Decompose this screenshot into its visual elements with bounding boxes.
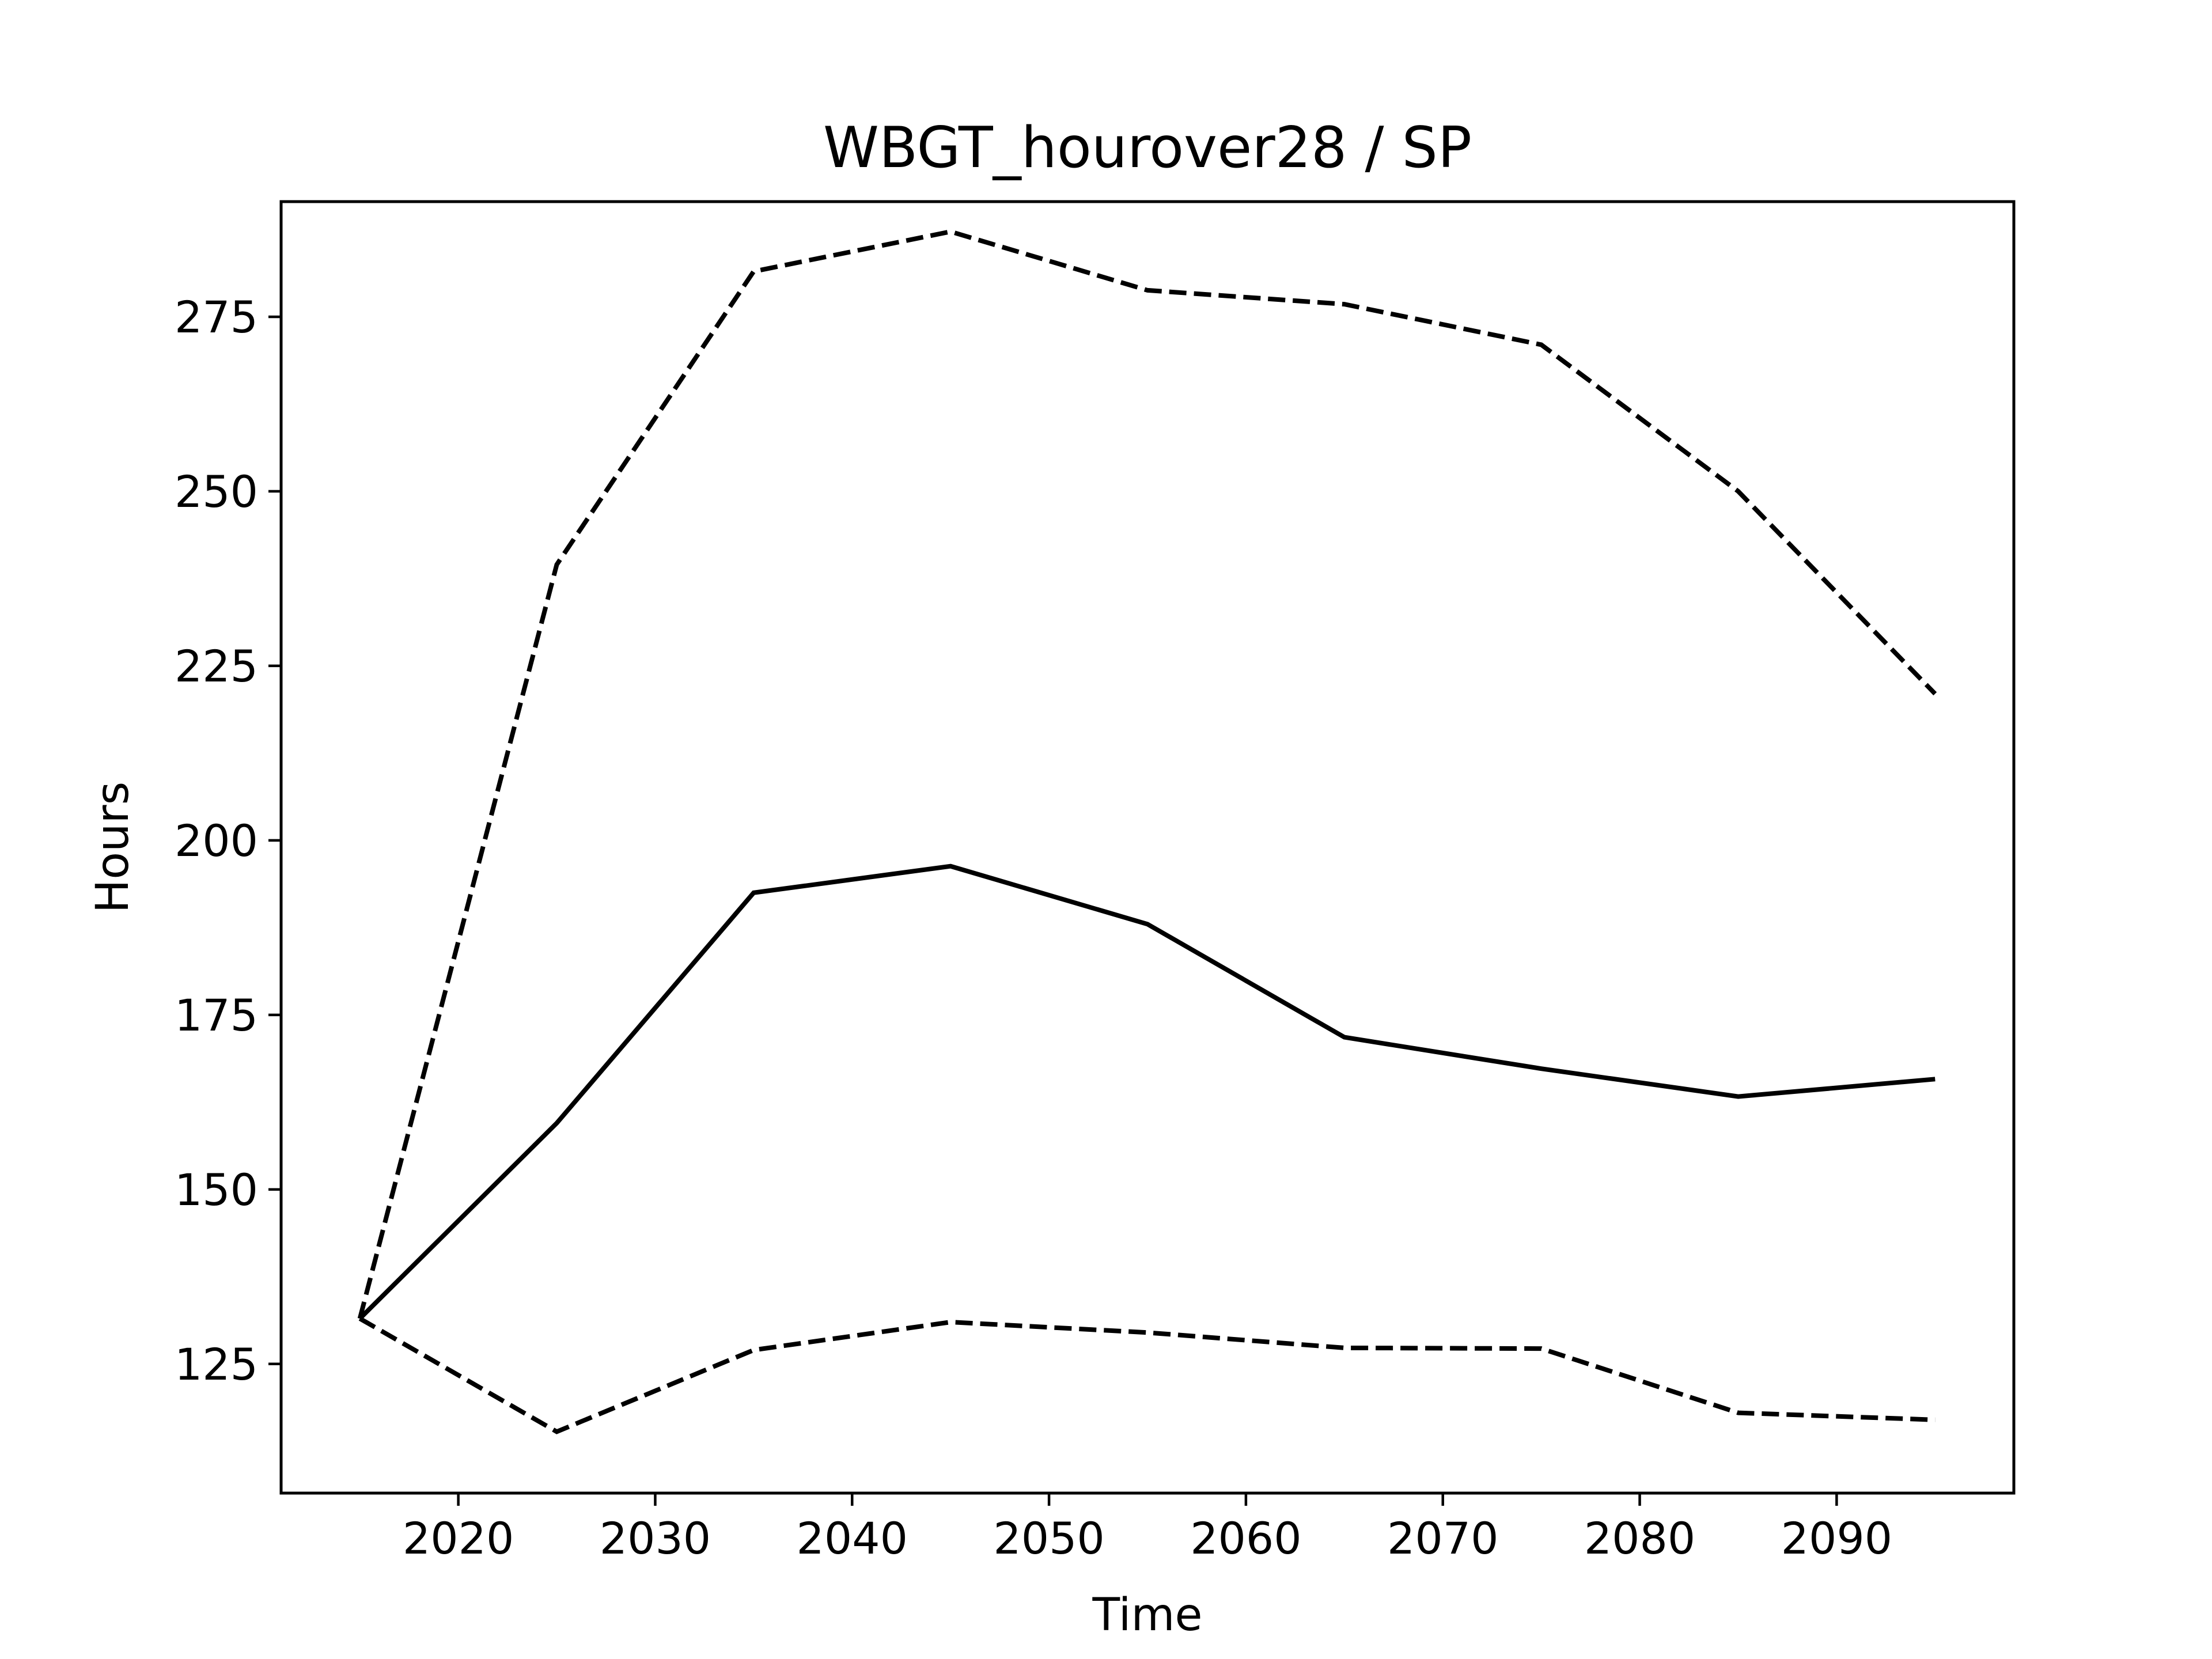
y-tick-label: 150 [175,1164,258,1215]
x-tick-label: 2050 [993,1513,1104,1564]
x-tick-label: 2060 [1190,1513,1301,1564]
x-tick-label: 2090 [1781,1513,1892,1564]
series-line-3 [358,1316,1936,1434]
y-tick-label: 275 [175,291,258,343]
y-tick-label: 175 [175,990,258,1041]
x-tick-label: 2080 [1584,1513,1695,1564]
series-line-1 [358,863,1936,1320]
y-axis-label: Hours [87,782,139,914]
x-axis-label: Time [1092,1589,1203,1641]
y-tick-label: 250 [175,466,258,517]
y-tick-label: 225 [175,641,258,692]
series-layer [357,229,1937,1434]
y-tick-label: 125 [175,1339,258,1390]
x-tick-label: 2070 [1387,1513,1498,1564]
x-tick-label: 2030 [600,1513,711,1564]
x-tick-label: 2020 [403,1513,514,1564]
series-line-2 [357,229,1937,1320]
x-tick-label: 2040 [797,1513,908,1564]
y-tick-label: 200 [175,815,258,866]
chart-title: WBGT_hourover28 / SP [823,115,1472,181]
plot-frame [279,200,2016,1495]
ticks-layer: 2020 2030 2040 2050 2060 2070 2080 2090 125 150 17… [175,291,1892,1564]
